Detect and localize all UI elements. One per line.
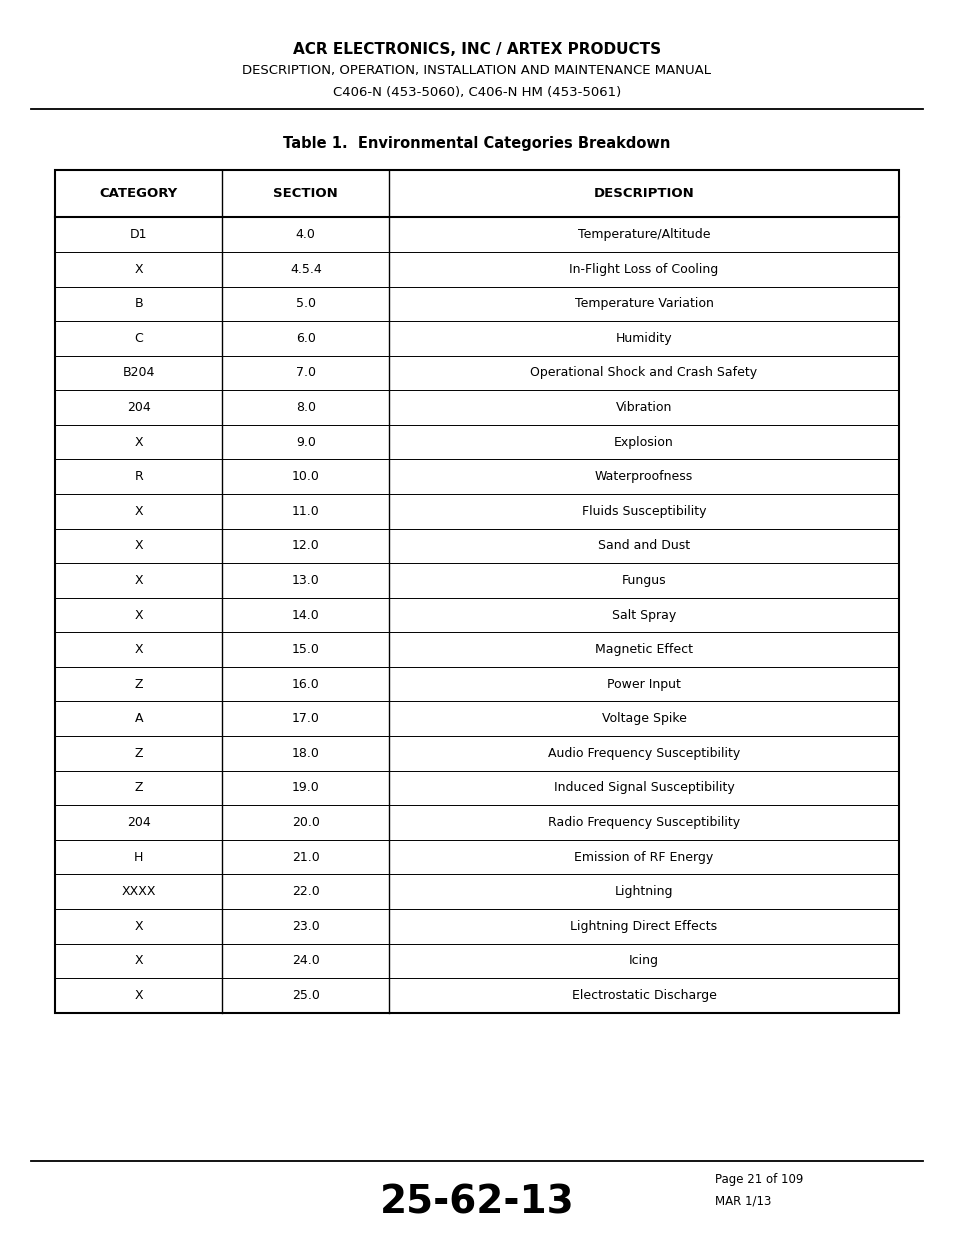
Text: SECTION: SECTION bbox=[274, 188, 337, 200]
Text: 13.0: 13.0 bbox=[292, 574, 319, 587]
Text: Magnetic Effect: Magnetic Effect bbox=[595, 643, 692, 656]
Text: 14.0: 14.0 bbox=[292, 609, 319, 621]
Text: 18.0: 18.0 bbox=[292, 747, 319, 760]
Text: A: A bbox=[134, 713, 143, 725]
Text: Z: Z bbox=[134, 782, 143, 794]
Text: 10.0: 10.0 bbox=[292, 471, 319, 483]
Text: 8.0: 8.0 bbox=[295, 401, 315, 414]
Text: 17.0: 17.0 bbox=[292, 713, 319, 725]
Text: In-Flight Loss of Cooling: In-Flight Loss of Cooling bbox=[569, 263, 718, 275]
Text: 25-62-13: 25-62-13 bbox=[379, 1183, 574, 1221]
Text: 16.0: 16.0 bbox=[292, 678, 319, 690]
Text: X: X bbox=[134, 989, 143, 1002]
Text: Radio Frequency Susceptibility: Radio Frequency Susceptibility bbox=[547, 816, 740, 829]
Text: C406-N (453-5060), C406-N HM (453-5061): C406-N (453-5060), C406-N HM (453-5061) bbox=[333, 86, 620, 100]
Text: X: X bbox=[134, 540, 143, 552]
Text: Z: Z bbox=[134, 678, 143, 690]
Text: Temperature Variation: Temperature Variation bbox=[574, 298, 713, 310]
Text: X: X bbox=[134, 609, 143, 621]
Text: DESCRIPTION: DESCRIPTION bbox=[593, 188, 694, 200]
Text: 204: 204 bbox=[127, 816, 151, 829]
Text: Page 21 of 109: Page 21 of 109 bbox=[715, 1173, 803, 1187]
Text: X: X bbox=[134, 505, 143, 517]
Text: X: X bbox=[134, 436, 143, 448]
Text: 22.0: 22.0 bbox=[292, 885, 319, 898]
Text: 7.0: 7.0 bbox=[295, 367, 315, 379]
Text: 204: 204 bbox=[127, 401, 151, 414]
Text: 4.5.4: 4.5.4 bbox=[290, 263, 321, 275]
Text: Z: Z bbox=[134, 747, 143, 760]
Text: CATEGORY: CATEGORY bbox=[100, 188, 178, 200]
Text: Lightning: Lightning bbox=[614, 885, 673, 898]
Text: 11.0: 11.0 bbox=[292, 505, 319, 517]
Text: X: X bbox=[134, 643, 143, 656]
Text: 25.0: 25.0 bbox=[292, 989, 319, 1002]
Text: X: X bbox=[134, 955, 143, 967]
Bar bbox=[55, 170, 898, 1013]
Text: Emission of RF Energy: Emission of RF Energy bbox=[574, 851, 713, 863]
Text: Lightning Direct Effects: Lightning Direct Effects bbox=[570, 920, 717, 932]
Text: Salt Spray: Salt Spray bbox=[611, 609, 676, 621]
Text: Icing: Icing bbox=[628, 955, 659, 967]
Text: Explosion: Explosion bbox=[614, 436, 673, 448]
Text: 24.0: 24.0 bbox=[292, 955, 319, 967]
Text: 5.0: 5.0 bbox=[295, 298, 315, 310]
Text: Power Input: Power Input bbox=[606, 678, 680, 690]
Text: Temperature/Altitude: Temperature/Altitude bbox=[578, 228, 709, 241]
Text: XXXX: XXXX bbox=[121, 885, 156, 898]
Text: X: X bbox=[134, 920, 143, 932]
Text: 20.0: 20.0 bbox=[292, 816, 319, 829]
Text: 12.0: 12.0 bbox=[292, 540, 319, 552]
Text: R: R bbox=[134, 471, 143, 483]
Text: Audio Frequency Susceptibility: Audio Frequency Susceptibility bbox=[547, 747, 740, 760]
Text: H: H bbox=[134, 851, 143, 863]
Text: DESCRIPTION, OPERATION, INSTALLATION AND MAINTENANCE MANUAL: DESCRIPTION, OPERATION, INSTALLATION AND… bbox=[242, 64, 711, 78]
Text: Sand and Dust: Sand and Dust bbox=[598, 540, 689, 552]
Text: B204: B204 bbox=[123, 367, 154, 379]
Text: B: B bbox=[134, 298, 143, 310]
Text: MAR 1/13: MAR 1/13 bbox=[715, 1194, 771, 1208]
Text: 21.0: 21.0 bbox=[292, 851, 319, 863]
Text: 15.0: 15.0 bbox=[292, 643, 319, 656]
Text: Vibration: Vibration bbox=[615, 401, 672, 414]
Text: Fluids Susceptibility: Fluids Susceptibility bbox=[581, 505, 705, 517]
Text: C: C bbox=[134, 332, 143, 345]
Text: X: X bbox=[134, 263, 143, 275]
Text: Table 1.  Environmental Categories Breakdown: Table 1. Environmental Categories Breakd… bbox=[283, 136, 670, 151]
Text: Induced Signal Susceptibility: Induced Signal Susceptibility bbox=[553, 782, 734, 794]
Text: D1: D1 bbox=[130, 228, 148, 241]
Text: 23.0: 23.0 bbox=[292, 920, 319, 932]
Text: ACR ELECTRONICS, INC / ARTEX PRODUCTS: ACR ELECTRONICS, INC / ARTEX PRODUCTS bbox=[293, 42, 660, 57]
Text: Waterproofness: Waterproofness bbox=[595, 471, 693, 483]
Text: Operational Shock and Crash Safety: Operational Shock and Crash Safety bbox=[530, 367, 757, 379]
Text: 4.0: 4.0 bbox=[295, 228, 315, 241]
Text: X: X bbox=[134, 574, 143, 587]
Text: 19.0: 19.0 bbox=[292, 782, 319, 794]
Text: 9.0: 9.0 bbox=[295, 436, 315, 448]
Text: 6.0: 6.0 bbox=[295, 332, 315, 345]
Text: Humidity: Humidity bbox=[615, 332, 672, 345]
Text: Electrostatic Discharge: Electrostatic Discharge bbox=[571, 989, 716, 1002]
Text: Voltage Spike: Voltage Spike bbox=[601, 713, 686, 725]
Text: Fungus: Fungus bbox=[621, 574, 665, 587]
